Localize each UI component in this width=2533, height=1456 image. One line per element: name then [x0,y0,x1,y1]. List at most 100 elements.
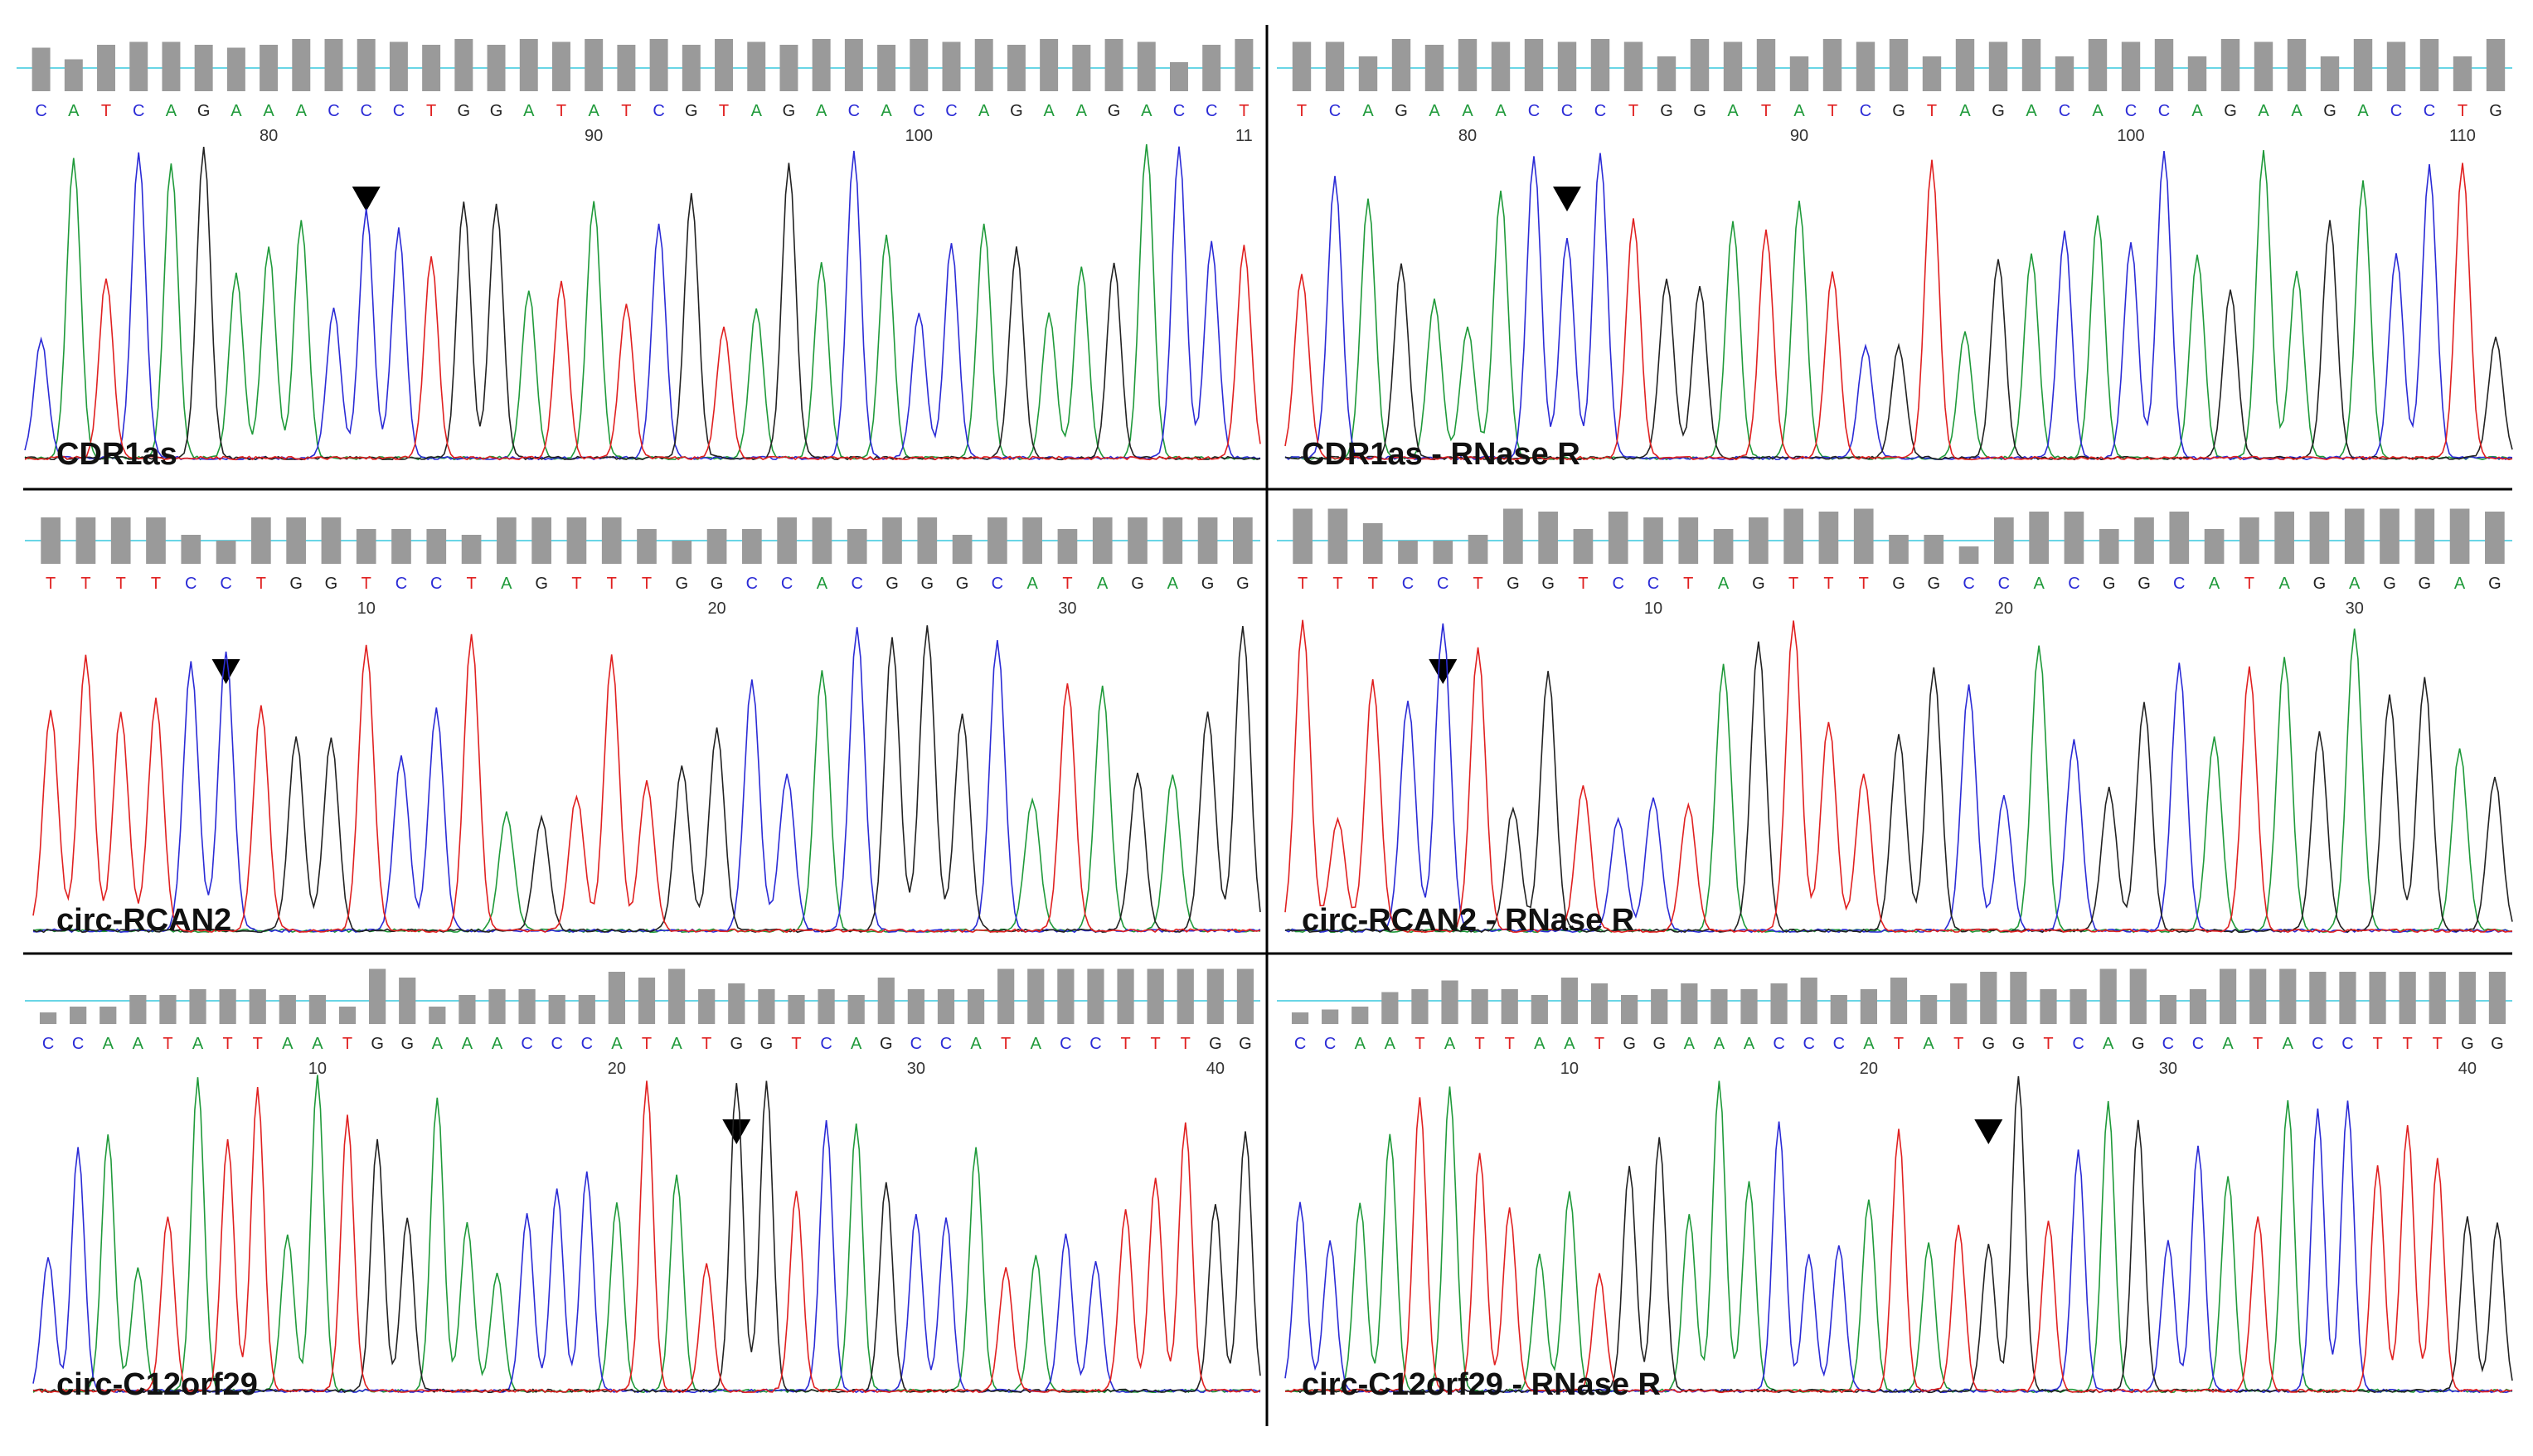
quality-bar [1690,39,1710,91]
base-call: T [151,575,161,593]
quality-bar [1756,39,1776,91]
base-call: C [851,575,862,593]
position-tick-label: 10 [308,1060,327,1078]
base-call: G [1239,1035,1252,1053]
quality-bar [1643,517,1663,564]
quality-bar [1040,39,1059,91]
quality-bar [1491,41,1511,91]
base-call: C [2125,102,2137,120]
quality-bar [454,39,473,91]
quality-bar [1889,535,1909,564]
quality-bar [488,989,506,1024]
base-call: G [676,575,689,593]
base-call: C [1612,575,1623,593]
base-call: C [42,1035,54,1053]
quality-bar [1398,541,1418,564]
base-call: A [523,102,535,120]
position-tick-label: 90 [585,127,603,145]
quality-bar [399,978,416,1024]
base-call: A [1534,1035,1546,1053]
quality-bar [64,59,83,91]
quality-bar [812,517,832,564]
base-call: G [1652,1035,1666,1053]
base-call: A [881,102,892,120]
base-call: G [1108,102,1121,120]
quality-bar [682,45,701,91]
base-call: G [2491,1035,2504,1053]
quality-bar [2279,968,2297,1024]
quality-bar [1072,45,1091,91]
base-call: A [1043,102,1055,120]
quality-bar [578,995,595,1024]
base-call: A [2033,575,2045,593]
quality-bar [2429,972,2446,1024]
quality-bar [1471,989,1488,1024]
quality-bar [942,41,961,91]
base-call: A [978,102,990,120]
base-call: A [970,1035,982,1053]
quality-bar [2088,39,2108,91]
base-call: G [730,1035,744,1053]
panel-title: circ-C12orf29 - RNase R [1302,1367,1661,1402]
base-call: T [1181,1035,1191,1053]
base-call: C [1561,102,1573,120]
base-call: C [2390,102,2402,120]
base-call: A [2209,575,2220,593]
quality-bar [1104,39,1123,91]
panel-cdr1as: C A T C A G A A A C C C T G G A T A T C G T A G A C A C C A G A A G A C C T 80… [17,39,1261,461]
quality-bar [459,995,476,1024]
quality-bar [742,529,762,564]
base-call: G [1236,575,1250,593]
quality-bar [1590,983,1609,1024]
base-call: C [1206,102,1217,120]
quality-bar [818,989,835,1024]
quality-bar [1740,989,1758,1024]
base-call: T [1683,575,1693,593]
base-call: C [746,575,758,593]
base-call: A [1495,102,1507,120]
quality-bar [1560,978,1579,1024]
base-call: T [719,102,729,120]
quality-bar [847,995,865,1024]
quality-bar [426,529,447,564]
quality-bar [2029,512,2049,564]
base-call: C [1998,575,2010,593]
base-call: G [400,1035,414,1053]
base-call: C [2192,1035,2204,1053]
quality-bar [2320,56,2340,91]
base-call: T [556,102,566,120]
base-call: A [263,102,274,120]
quality-bar [1608,512,1628,564]
base-call: A [103,1035,114,1053]
quality-bar [777,517,797,564]
base-call: G [2132,1035,2145,1053]
base-call: G [1395,102,1408,120]
quality-bar [1292,41,1312,91]
base-call: A [1076,102,1088,120]
base-call: C [430,575,442,593]
quality-bar [2159,995,2176,1024]
base-call: G [371,1035,384,1053]
quality-bar [877,45,896,91]
position-tick-label: 10 [1644,599,1662,618]
base-call: C [360,102,371,120]
trace-c [32,1120,1261,1394]
quality-bar [747,41,766,91]
base-call: T [362,575,371,593]
quality-bar [518,989,536,1024]
panel-title: CDR1as - RNase R [1302,437,1580,472]
base-call: C [2068,575,2079,593]
base-call: C [521,1035,532,1053]
base-call: A [671,1035,682,1053]
base-call: G [325,575,338,593]
base-call: T [607,575,617,593]
base-call: T [1332,575,1342,593]
base-call: G [2138,575,2151,593]
base-call: A [312,1035,323,1053]
quality-bar [2488,972,2506,1024]
position-tick-label: 100 [2117,127,2144,145]
quality-bar [1441,980,1458,1024]
trace-g [1284,220,2513,461]
quality-bar [75,517,96,564]
